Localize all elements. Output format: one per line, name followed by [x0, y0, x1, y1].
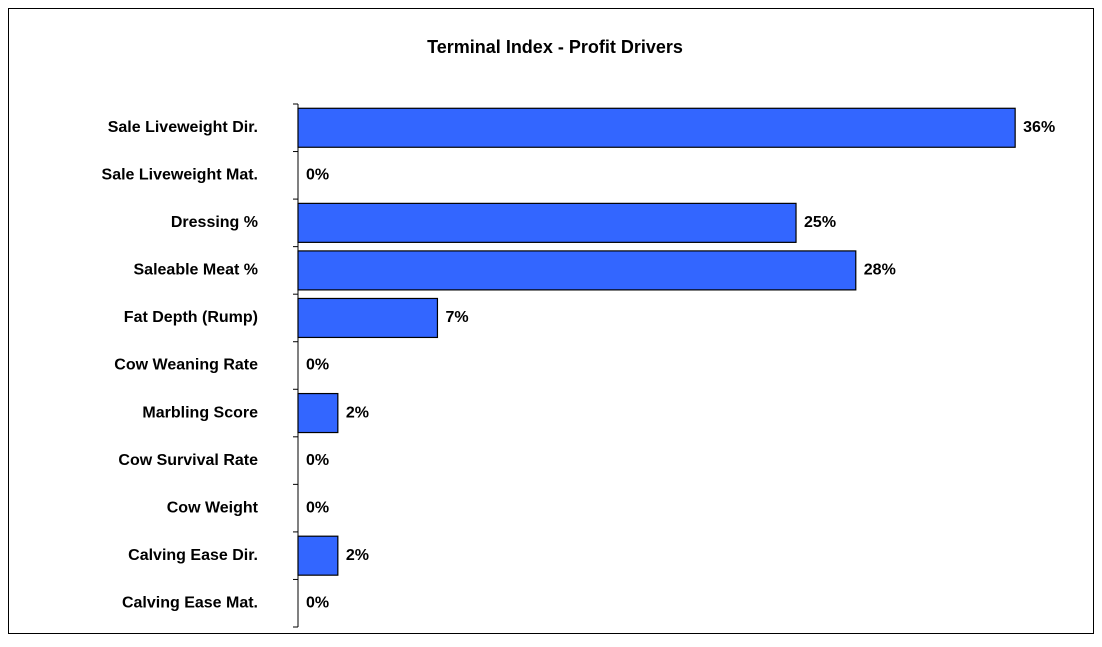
bar — [297, 202, 797, 243]
value-label: 0% — [306, 167, 329, 184]
value-label: 28% — [864, 262, 896, 279]
bar — [297, 392, 339, 434]
value-label: 0% — [306, 452, 329, 469]
y-tick-label: Calving Ease Dir. — [128, 547, 258, 564]
bar — [297, 297, 439, 339]
value-label: 25% — [804, 214, 836, 231]
value-label: 7% — [445, 309, 468, 326]
y-tick-label: Cow Survival Rate — [118, 452, 258, 469]
value-label: 0% — [306, 594, 329, 611]
bar — [297, 107, 1016, 148]
value-label: 2% — [346, 404, 369, 421]
value-label: 2% — [346, 547, 369, 564]
y-tick-label: Marbling Score — [142, 404, 258, 421]
y-tick-label: Fat Depth (Rump) — [124, 309, 258, 326]
chart-title: Terminal Index - Profit Drivers — [427, 37, 683, 57]
value-label: 0% — [306, 357, 329, 374]
y-tick-label: Sale Liveweight Dir. — [108, 119, 258, 136]
bar — [297, 250, 857, 291]
y-tick-label: Sale Liveweight Mat. — [102, 167, 258, 184]
y-tick-label: Cow Weaning Rate — [114, 357, 258, 374]
bar — [297, 535, 339, 576]
value-label: 36% — [1023, 119, 1055, 136]
y-tick-label: Cow Weight — [167, 499, 259, 516]
value-label: 0% — [306, 499, 329, 516]
y-tick-label: Saleable Meat % — [134, 262, 259, 279]
y-tick-label: Calving Ease Mat. — [122, 594, 258, 611]
y-tick-label: Dressing % — [171, 214, 258, 231]
